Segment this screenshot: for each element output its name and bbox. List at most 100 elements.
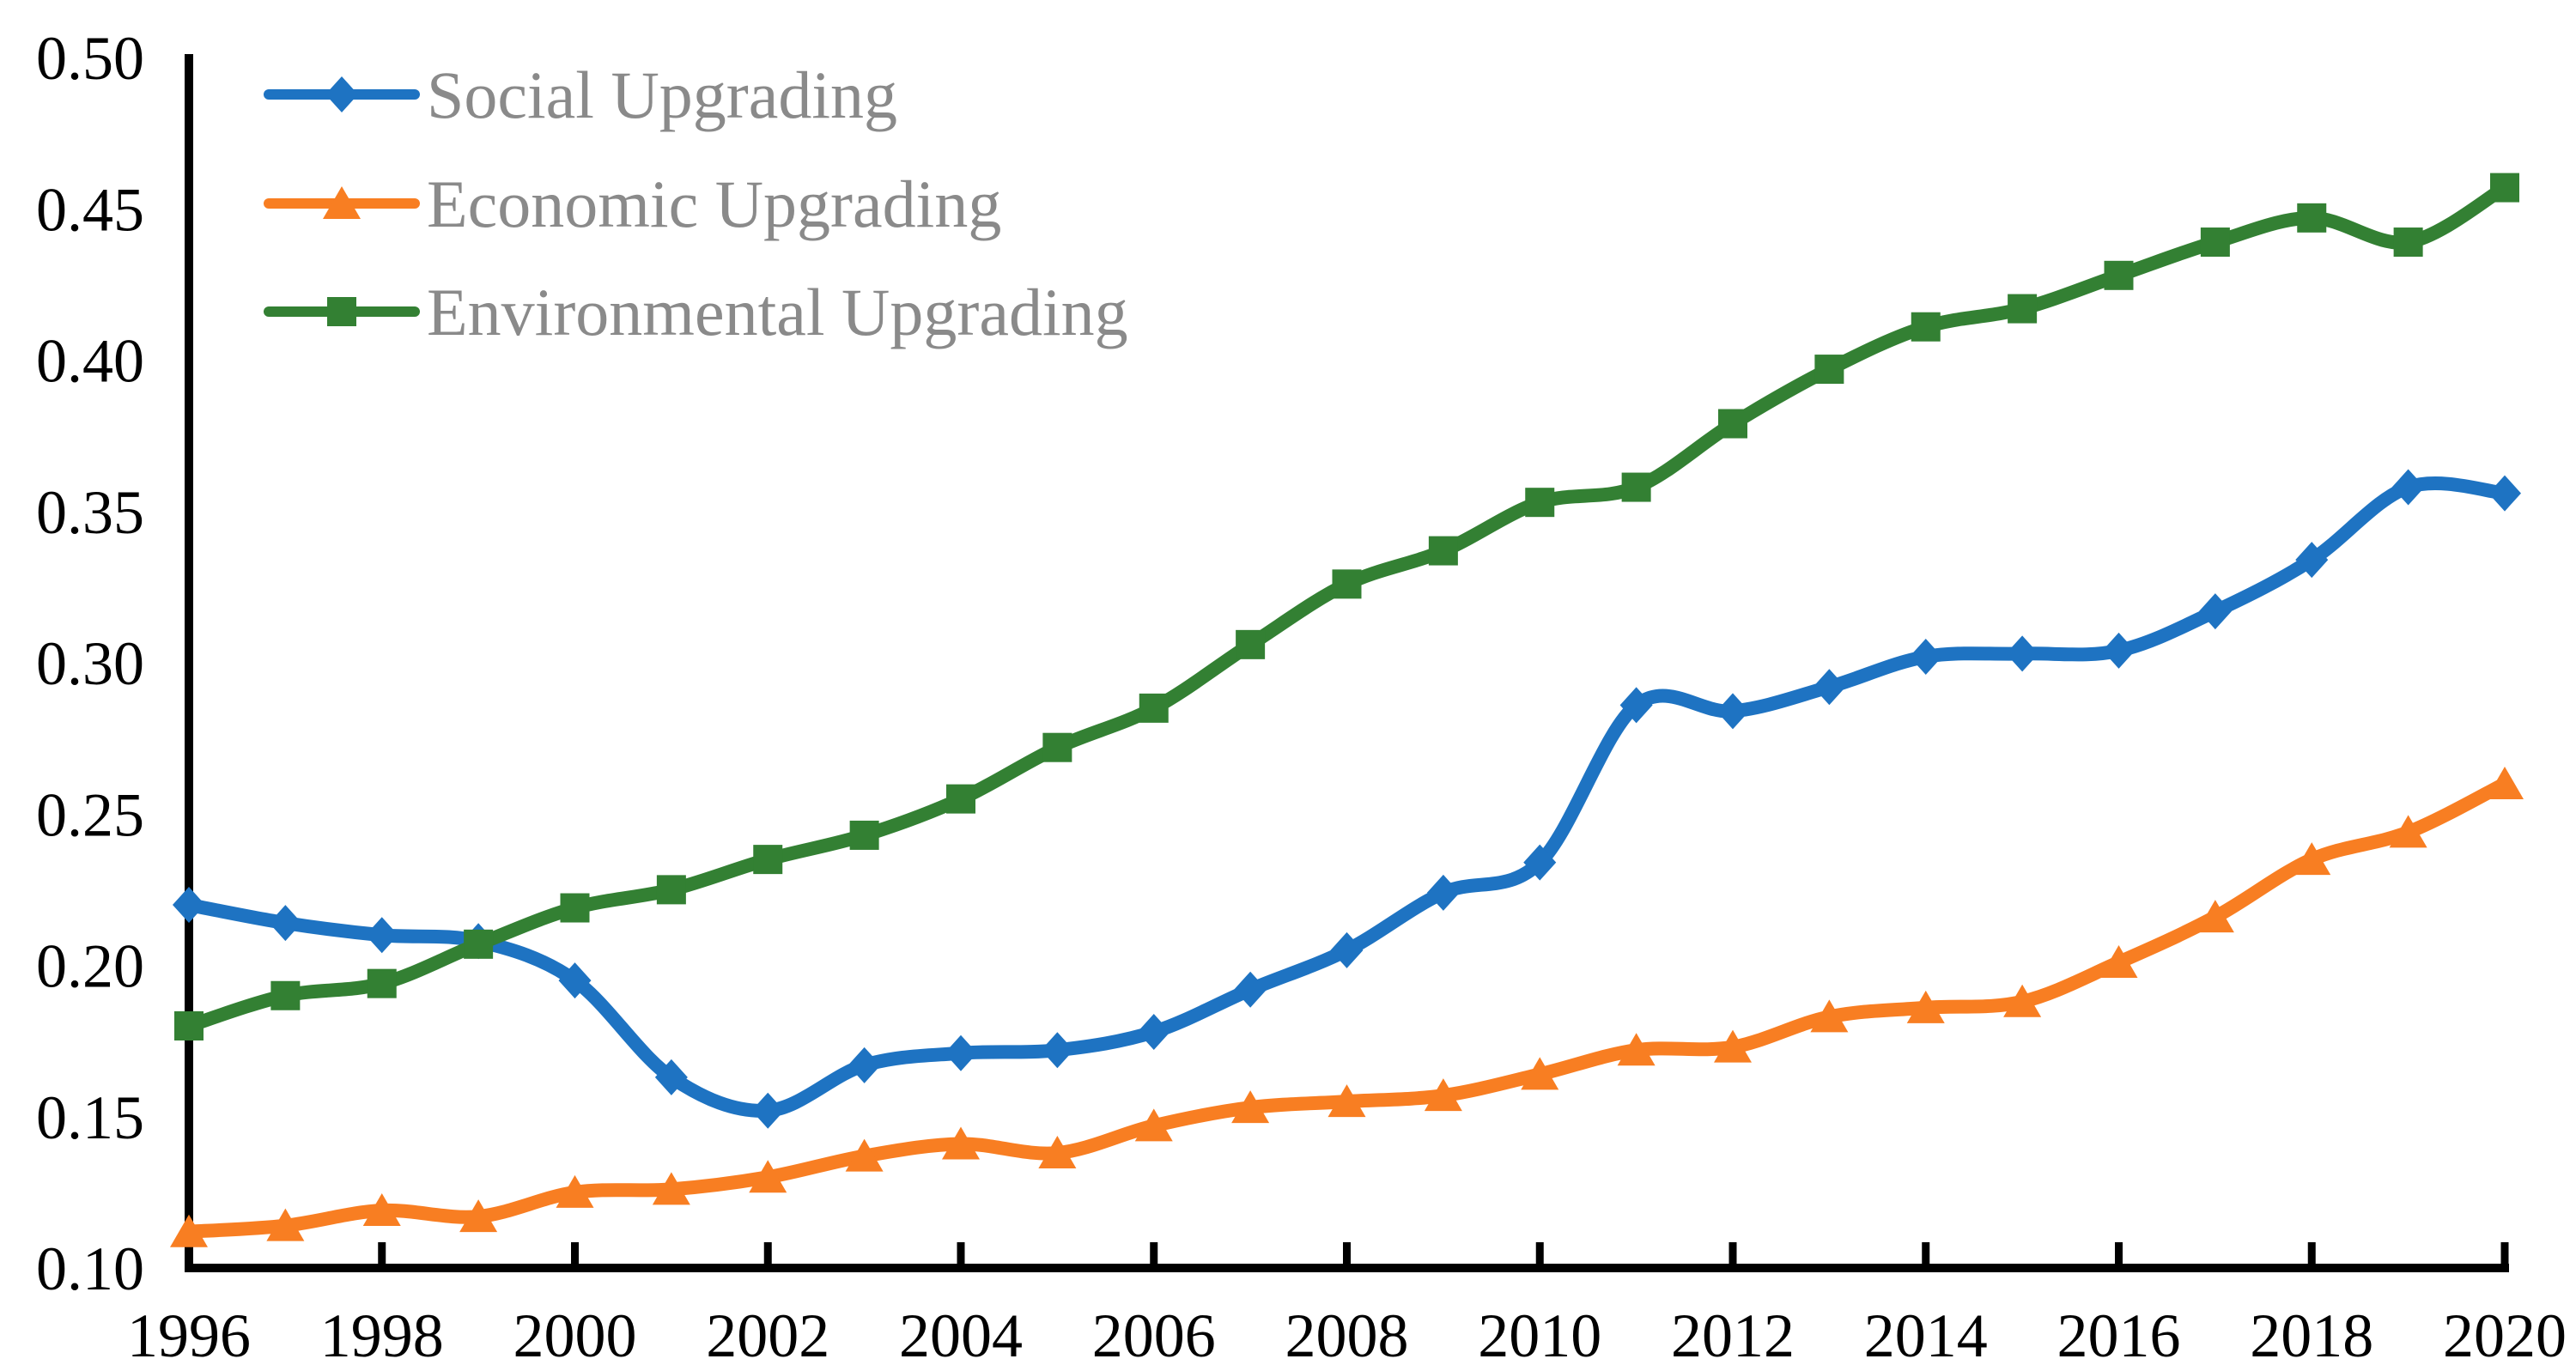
y-tick-label: 0.25: [36, 780, 144, 849]
series-economic-upgrading-marker: [459, 1199, 498, 1233]
legend-economic-upgrading-marker-icon: [323, 186, 361, 219]
series-environmental-upgrading-marker: [270, 980, 301, 1010]
x-tick-label: 2018: [2250, 1301, 2373, 1367]
x-tick-label: 1998: [320, 1301, 444, 1367]
x-tick-label: 2004: [899, 1301, 1023, 1367]
series-environmental-upgrading-marker: [1428, 536, 1458, 566]
series-social-upgrading-marker: [1137, 1014, 1170, 1051]
series-social-upgrading-marker: [365, 917, 398, 954]
series-economic-upgrading-marker: [1231, 1090, 1270, 1124]
series-environmental-upgrading-marker: [2393, 227, 2423, 258]
series-social-upgrading-marker: [269, 905, 302, 942]
x-tick-label: 2000: [513, 1301, 637, 1367]
series-environmental-upgrading-marker: [2490, 173, 2519, 203]
series-social-upgrading-marker: [173, 887, 205, 923]
series-economic-upgrading-marker: [2486, 767, 2524, 799]
x-tick-label: 2014: [1864, 1301, 1988, 1367]
series-economic-upgrading-marker: [2003, 984, 2042, 1017]
y-tick-label: 0.30: [36, 629, 144, 698]
series-economic-upgrading-marker: [2196, 900, 2234, 933]
series-environmental-upgrading-marker: [464, 929, 494, 959]
series-social-upgrading-marker: [945, 1034, 977, 1071]
x-tick-label: 2020: [2443, 1301, 2567, 1367]
series-environmental-upgrading-marker: [2297, 203, 2327, 233]
series-economic-upgrading-marker: [1714, 1029, 1752, 1063]
series-environmental-upgrading-marker: [1525, 488, 1555, 518]
series-social-upgrading-marker: [1619, 687, 1653, 724]
series-social-upgrading-marker: [1813, 669, 1846, 706]
series-environmental-upgrading-marker: [560, 893, 590, 923]
y-tick-label: 0.50: [36, 24, 144, 93]
series-economic-upgrading-marker: [749, 1160, 787, 1193]
x-tick-label: 1996: [127, 1301, 251, 1367]
series-environmental-upgrading-marker: [1139, 693, 1169, 723]
legend-social-upgrading-marker-icon: [325, 76, 358, 112]
legend-social-upgrading-label: Social Upgrading: [427, 58, 897, 132]
series-economic-upgrading-marker: [845, 1138, 884, 1172]
series-economic-upgrading-marker: [1038, 1136, 1077, 1169]
series-social-upgrading-marker: [2102, 632, 2136, 669]
series-environmental-upgrading-marker: [1911, 312, 1941, 342]
series-economic-upgrading-marker: [556, 1174, 594, 1208]
y-tick-label: 0.40: [36, 327, 144, 396]
series-economic-upgrading-marker: [1617, 1033, 1656, 1066]
y-tick-label: 0.10: [36, 1235, 144, 1303]
series-economic-upgrading-marker: [362, 1193, 401, 1227]
series-economic-upgrading-marker: [1327, 1084, 1366, 1118]
y-tick-label: 0.15: [36, 1083, 144, 1152]
series-social-upgrading-marker: [1426, 874, 1460, 911]
series-social-upgrading-marker: [848, 1046, 881, 1083]
series-social-upgrading-marker: [1041, 1032, 1074, 1069]
series-environmental-upgrading-marker: [753, 845, 783, 875]
series-social-upgrading-marker: [1330, 931, 1364, 968]
series-environmental-upgrading-marker: [1718, 409, 1747, 439]
series-environmental-upgrading-marker: [849, 820, 879, 850]
x-tick-label: 2006: [1092, 1301, 1216, 1367]
series-social-upgrading-marker: [1523, 844, 1557, 881]
series-environmental-upgrading-marker: [1042, 732, 1072, 762]
series-social-upgrading-marker: [558, 962, 592, 999]
series-economic-upgrading-marker: [2293, 842, 2331, 876]
series-environmental-upgrading-marker: [174, 1011, 204, 1040]
series-economic-upgrading-marker: [266, 1208, 305, 1241]
legend-economic-upgrading-label: Economic Upgrading: [427, 167, 1001, 241]
y-tick-label: 0.35: [36, 478, 144, 547]
series-environmental-upgrading-marker: [1236, 629, 1266, 659]
series-social-upgrading-marker: [1909, 638, 1942, 675]
series-economic-upgrading-marker: [2389, 815, 2427, 848]
series-environmental-upgrading-marker: [1621, 472, 1651, 502]
series-social-upgrading-marker: [2391, 469, 2425, 506]
series-economic-upgrading-marker: [170, 1214, 208, 1247]
series-social-upgrading-marker: [654, 1059, 688, 1095]
series-social-upgrading-marker: [2006, 635, 2039, 672]
series-economic-upgrading-marker: [1134, 1108, 1173, 1142]
series-social-upgrading-marker: [2295, 542, 2329, 579]
series-economic-upgrading-line: [182, 777, 2512, 1239]
series-environmental-upgrading-marker: [1332, 569, 1362, 599]
series-economic-upgrading-marker: [1906, 990, 1945, 1023]
series-social-upgrading-marker: [1716, 693, 1749, 730]
series-economic-upgrading-marker: [1810, 999, 1849, 1033]
y-tick-label: 0.45: [36, 175, 144, 244]
series-environmental-upgrading-marker: [2008, 294, 2038, 324]
x-tick-label: 2010: [1478, 1301, 1601, 1367]
series-social-upgrading-marker: [2198, 593, 2232, 630]
series-economic-upgrading-marker: [1424, 1078, 1462, 1112]
series-economic-upgrading-marker: [1521, 1057, 1559, 1090]
series-environmental-upgrading-marker: [656, 875, 686, 905]
series-social-upgrading-marker: [751, 1092, 785, 1129]
series-environmental-upgrading-marker: [2104, 260, 2134, 290]
series-economic-upgrading-marker: [942, 1126, 980, 1160]
x-tick-label: 2002: [706, 1301, 829, 1367]
series-environmental-upgrading-marker: [367, 968, 397, 998]
series-social-upgrading-marker: [1234, 971, 1267, 1008]
x-tick-label: 2008: [1285, 1301, 1409, 1367]
legend-environmental-upgrading-label: Environmental Upgrading: [427, 275, 1128, 349]
series-environmental-upgrading-marker: [946, 784, 975, 814]
series-economic-upgrading-marker: [652, 1172, 690, 1205]
series-environmental-upgrading-marker: [2200, 227, 2230, 258]
series-environmental-upgrading-marker: [1814, 355, 1844, 385]
legend-environmental-upgrading-marker-icon: [327, 297, 356, 326]
